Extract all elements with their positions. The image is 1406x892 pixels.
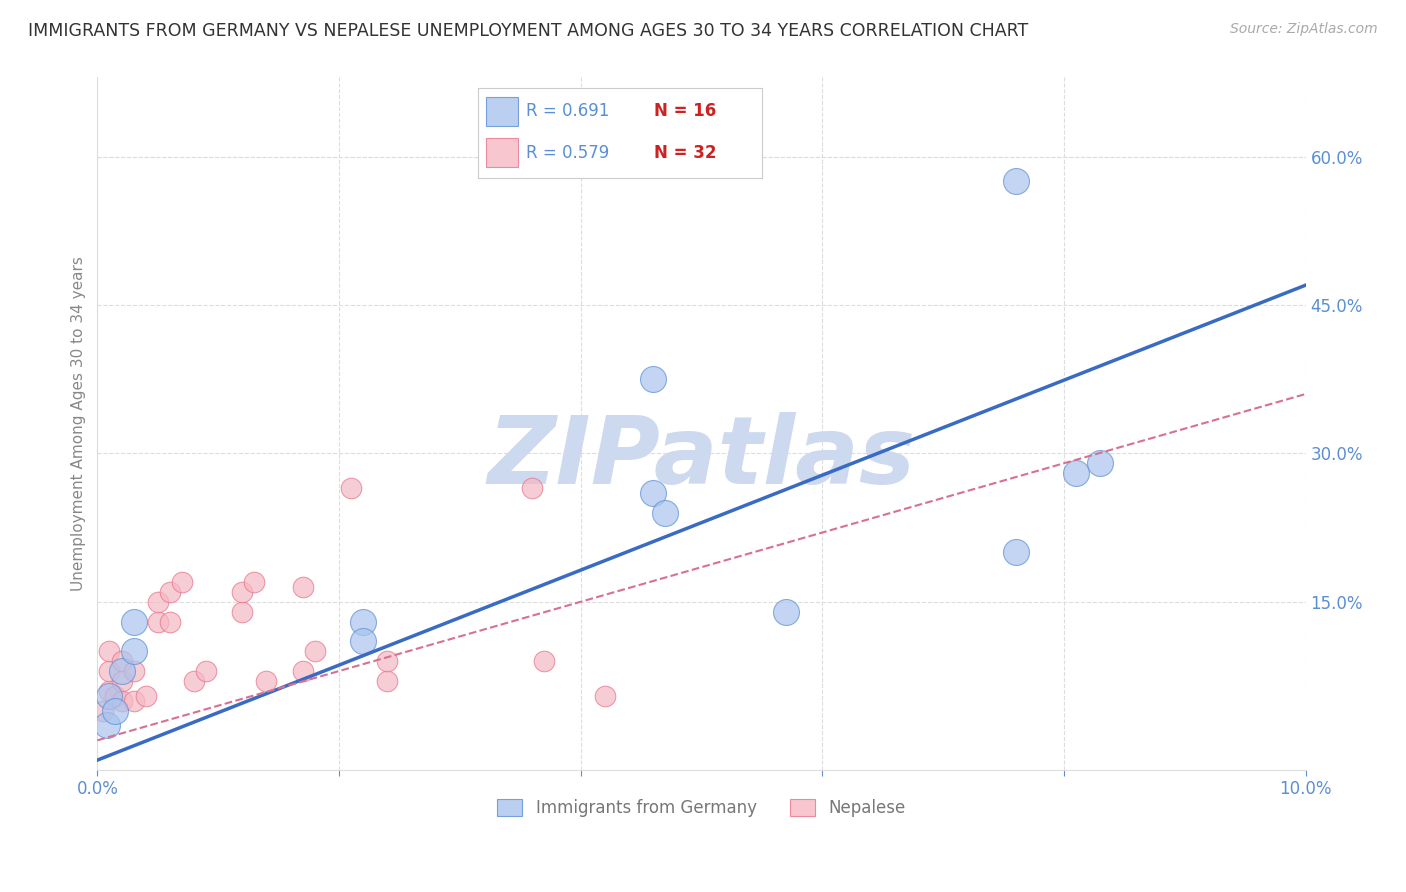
Point: [110, 694, 132, 708]
Point: [291, 664, 314, 678]
Point: [159, 585, 181, 599]
Point: [98, 689, 121, 703]
Point: [352, 634, 374, 648]
Point: [122, 615, 145, 629]
Point: [122, 644, 145, 658]
Point: [122, 664, 145, 678]
Point: [170, 574, 193, 589]
Point: [146, 595, 169, 609]
Point: [352, 615, 374, 629]
Point: [243, 574, 266, 589]
Point: [122, 694, 145, 708]
Point: [522, 481, 544, 495]
Point: [775, 605, 797, 619]
Point: [98, 683, 121, 698]
Point: [256, 673, 278, 688]
Point: [643, 372, 665, 386]
Point: [146, 615, 169, 629]
Point: [654, 506, 676, 520]
Point: [110, 673, 132, 688]
Point: [135, 689, 157, 703]
Point: [1004, 174, 1026, 188]
Point: [104, 704, 127, 718]
Point: [195, 664, 218, 678]
Point: [98, 644, 121, 658]
Point: [593, 689, 616, 703]
Point: [643, 486, 665, 500]
Point: [110, 654, 132, 668]
Point: [231, 605, 253, 619]
Text: ZIPatlas: ZIPatlas: [488, 412, 915, 504]
Point: [340, 481, 363, 495]
Point: [375, 654, 398, 668]
Point: [375, 673, 398, 688]
Point: [1004, 545, 1026, 559]
Point: [291, 580, 314, 594]
Point: [98, 664, 121, 678]
Legend: Immigrants from Germany, Nepalese: Immigrants from Germany, Nepalese: [491, 792, 912, 824]
Point: [96, 718, 118, 732]
Y-axis label: Unemployment Among Ages 30 to 34 years: Unemployment Among Ages 30 to 34 years: [72, 256, 86, 591]
Point: [183, 673, 205, 688]
Text: Source: ZipAtlas.com: Source: ZipAtlas.com: [1230, 22, 1378, 37]
Point: [533, 654, 555, 668]
Point: [110, 664, 132, 678]
Point: [1088, 456, 1111, 470]
Point: [93, 704, 115, 718]
Text: IMMIGRANTS FROM GERMANY VS NEPALESE UNEMPLOYMENT AMONG AGES 30 TO 34 YEARS CORRE: IMMIGRANTS FROM GERMANY VS NEPALESE UNEM…: [28, 22, 1028, 40]
Point: [231, 585, 253, 599]
Point: [304, 644, 326, 658]
Point: [1064, 466, 1087, 480]
Point: [159, 615, 181, 629]
Point: [104, 689, 127, 703]
